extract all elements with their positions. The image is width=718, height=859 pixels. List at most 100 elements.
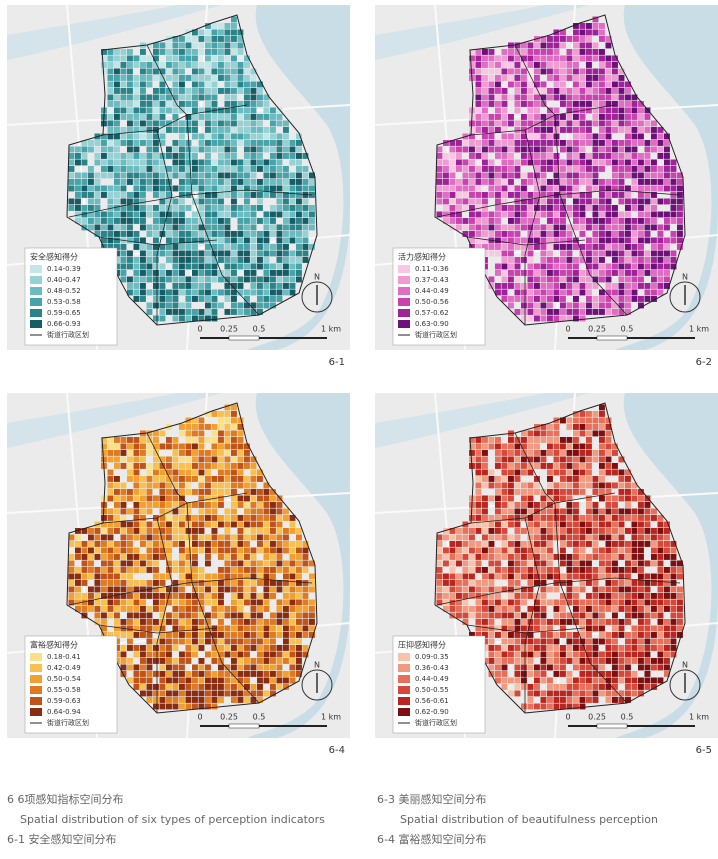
grid-cell [592,159,599,166]
grid-cell [501,101,508,107]
grid-cell [133,677,140,684]
grid-cell [276,166,283,172]
grid-cell [257,541,263,547]
grid-cell [631,534,638,541]
grid-cell [211,179,218,185]
grid-cell [250,502,257,508]
grid-cell [664,133,670,140]
grid-cell [218,257,224,263]
grid-cell [540,625,547,632]
grid-cell [579,276,586,283]
grid-cell [547,120,553,127]
grid-cell [599,450,605,456]
grid-cell [231,140,237,146]
grid-cell [443,153,449,159]
grid-cell [250,263,257,270]
grid-cell [263,560,270,567]
grid-cell [94,192,101,198]
grid-cell [625,645,631,651]
grid-cell [495,677,501,684]
grid-cell [644,515,651,521]
grid-cell [192,677,198,684]
grid-cell [443,593,449,599]
grid-cell [586,55,592,62]
legend-box [24,247,118,346]
grid-cell [140,690,146,697]
grid-cell [560,29,566,36]
grid-cell [475,120,482,127]
grid-cell [127,224,133,231]
grid-cell [270,580,276,586]
legend-box [392,247,486,346]
grid-cell [651,244,657,250]
grid-cell [586,153,592,159]
grid-cell [231,127,237,133]
grid-cell [81,153,88,159]
grid-cell [475,443,482,450]
grid-cell [283,508,289,515]
grid-cell [638,515,644,521]
grid-cell [644,283,651,289]
grid-cell [270,263,276,270]
grid-cell [276,645,283,651]
grid-cell [495,515,501,521]
grid-cell [631,185,638,192]
grid-cell [75,211,81,218]
grid-cell [237,237,244,244]
grid-cell [185,450,192,456]
grid-cell [185,302,192,309]
grid-cell [179,224,185,231]
grid-cell [475,127,482,133]
grid-cell [579,411,586,417]
grid-cell [114,127,120,133]
grid-cell [296,664,302,671]
grid-cell [456,205,462,211]
grid-cell [475,619,482,625]
grid-cell [553,502,560,508]
street [374,104,718,126]
grid-cell [449,159,456,166]
grid-cell [276,159,283,166]
grid-cell [664,172,670,179]
grid-cell [514,489,521,495]
grid-cell [133,244,140,250]
grid-cell [120,257,127,263]
grid-cell [618,645,625,651]
grid-cell [101,224,107,231]
street-boundary [554,114,628,316]
grid-cell [534,211,540,218]
grid-cell [508,276,514,283]
grid-cell [612,508,618,515]
grid-cell [631,599,638,606]
grid-cell [586,482,592,489]
grid-cell [185,263,192,270]
grid-cell [638,612,644,619]
grid-cell [449,554,456,560]
grid-cell [231,599,237,606]
grid-cell [153,580,159,586]
grid-cell [657,276,664,283]
grid-cell [436,198,443,205]
grid-cell [140,554,146,560]
grid-cell [644,560,651,567]
grid-cell [501,612,508,619]
grid-cell [547,515,553,521]
grid-cell [114,443,120,450]
grid-cell [81,528,88,534]
grid-cell [527,664,534,671]
grid-cell [657,179,664,185]
grid-cell [612,593,618,599]
grid-cell [560,289,566,296]
grid-cell [172,586,179,593]
grid-cell [296,205,302,211]
grid-cell [179,606,185,612]
grid-cell [257,593,263,599]
grid-cell [547,684,553,690]
grid-cell [185,437,192,443]
grid-cell [586,515,592,521]
grid-cell [250,456,257,463]
grid-cell [270,289,276,296]
grid-cell [644,638,651,645]
grid-cell [296,172,302,179]
grid-cell [514,658,521,664]
